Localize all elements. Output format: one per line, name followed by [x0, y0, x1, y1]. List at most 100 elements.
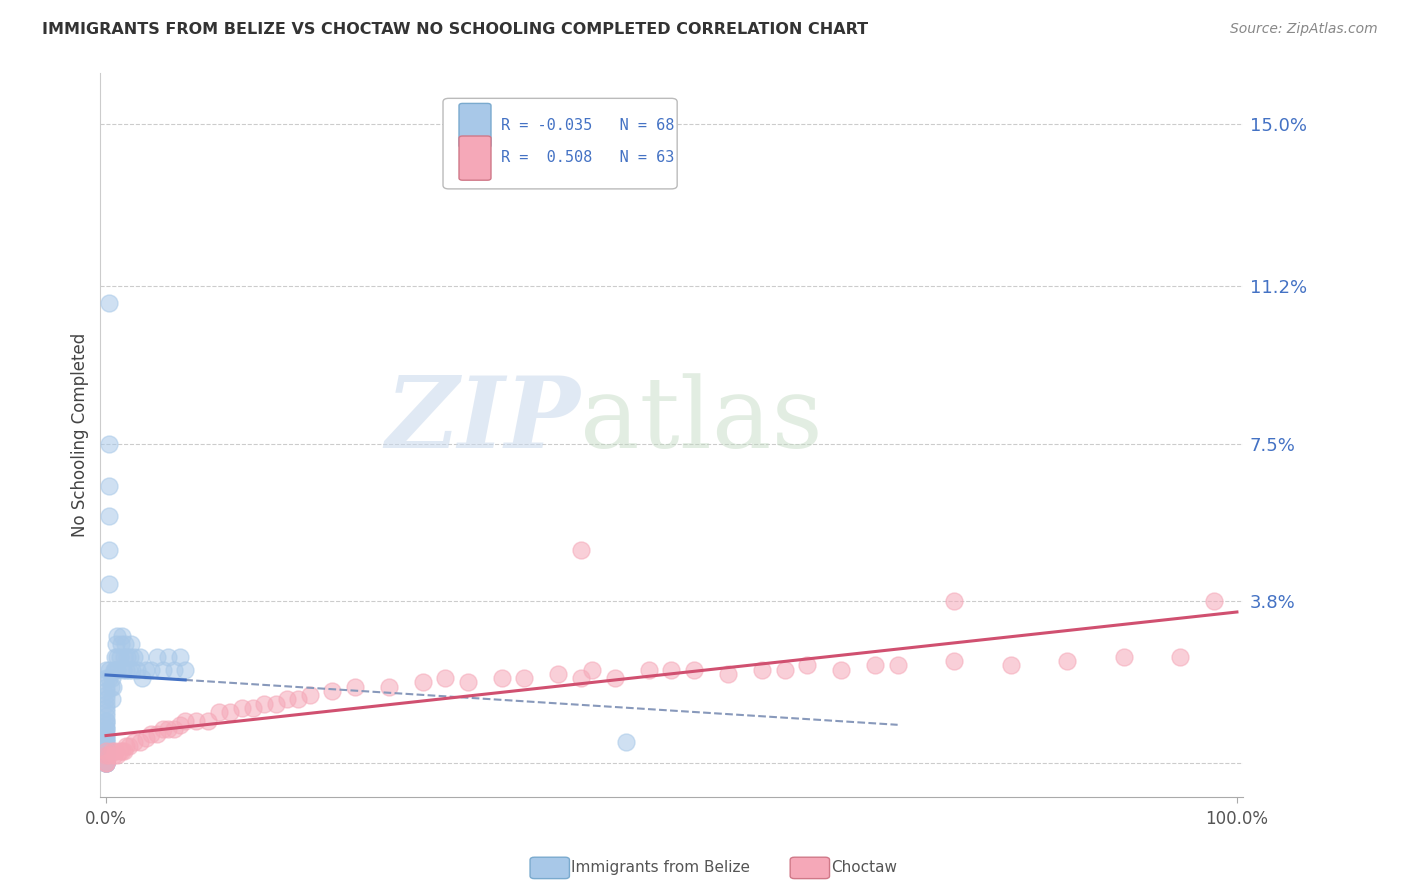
Point — [751, 663, 773, 677]
Point — [94, 731, 117, 745]
Point — [124, 649, 146, 664]
Point — [124, 735, 146, 749]
Point — [152, 663, 174, 677]
Point — [513, 671, 536, 685]
Point — [661, 663, 683, 677]
Text: R = -0.035   N = 68: R = -0.035 N = 68 — [502, 118, 675, 133]
Point — [98, 663, 121, 677]
Point — [208, 705, 231, 719]
Point — [105, 663, 128, 677]
Point — [111, 743, 134, 757]
Point — [94, 731, 117, 745]
Point — [141, 663, 163, 677]
Point — [94, 747, 117, 762]
Point — [94, 735, 117, 749]
Point — [105, 649, 128, 664]
Point — [94, 705, 117, 719]
Point — [105, 747, 128, 762]
Point — [94, 756, 117, 771]
Point — [98, 436, 121, 450]
Point — [118, 649, 141, 664]
Point — [94, 726, 117, 740]
Point — [100, 671, 122, 685]
Point — [547, 666, 569, 681]
Point — [94, 688, 117, 702]
Point — [94, 756, 117, 771]
Point — [152, 723, 174, 737]
Point — [117, 663, 139, 677]
Point — [886, 658, 908, 673]
Point — [94, 697, 117, 711]
Point — [141, 726, 163, 740]
Point — [94, 714, 117, 728]
FancyBboxPatch shape — [458, 136, 491, 180]
Point — [105, 637, 128, 651]
Point — [100, 692, 122, 706]
Point — [100, 680, 122, 694]
Point — [117, 739, 139, 754]
Point — [94, 743, 117, 757]
Point — [98, 296, 121, 310]
Point — [94, 692, 117, 706]
Point — [614, 735, 637, 749]
Point — [186, 714, 208, 728]
Point — [219, 705, 242, 719]
Point — [94, 743, 117, 757]
Text: Choctaw: Choctaw — [831, 861, 897, 875]
Point — [125, 663, 148, 677]
Point — [298, 688, 321, 702]
Point — [94, 714, 117, 728]
Point — [1112, 649, 1135, 664]
Point — [377, 680, 399, 694]
Point — [94, 723, 117, 737]
Point — [157, 723, 180, 737]
Point — [131, 671, 153, 685]
Point — [146, 726, 169, 740]
Point — [174, 714, 197, 728]
Point — [796, 658, 818, 673]
Point — [117, 649, 139, 664]
FancyBboxPatch shape — [443, 98, 678, 189]
Point — [94, 739, 117, 754]
Text: Immigrants from Belize: Immigrants from Belize — [571, 861, 749, 875]
Point — [1056, 654, 1078, 668]
Point — [94, 723, 117, 737]
Point — [637, 663, 659, 677]
Point — [146, 649, 169, 664]
Point — [101, 680, 124, 694]
Point — [114, 637, 136, 651]
Point — [94, 756, 117, 771]
Point — [112, 649, 135, 664]
Point — [98, 577, 121, 591]
FancyBboxPatch shape — [458, 103, 491, 147]
Point — [569, 671, 592, 685]
Point — [1170, 649, 1192, 664]
Point — [943, 594, 966, 608]
Point — [581, 663, 603, 677]
Point — [773, 663, 796, 677]
Point — [98, 543, 121, 558]
Point — [105, 628, 128, 642]
Point — [129, 735, 152, 749]
Text: atlas: atlas — [581, 373, 823, 468]
Point — [94, 756, 117, 771]
Point — [1000, 658, 1022, 673]
Point — [94, 671, 117, 685]
Point — [1204, 594, 1226, 608]
Text: R =  0.508   N = 63: R = 0.508 N = 63 — [502, 150, 675, 165]
Text: IMMIGRANTS FROM BELIZE VS CHOCTAW NO SCHOOLING COMPLETED CORRELATION CHART: IMMIGRANTS FROM BELIZE VS CHOCTAW NO SCH… — [42, 22, 869, 37]
Point — [94, 735, 117, 749]
Point — [94, 709, 117, 723]
Point — [231, 701, 253, 715]
Point — [94, 756, 117, 771]
Point — [569, 543, 592, 558]
Point — [98, 509, 121, 524]
Point — [135, 731, 157, 745]
Point — [863, 658, 886, 673]
Point — [104, 649, 127, 664]
Point — [94, 680, 117, 694]
Point — [242, 701, 264, 715]
Point — [111, 628, 134, 642]
Point — [112, 743, 135, 757]
Point — [108, 649, 131, 664]
